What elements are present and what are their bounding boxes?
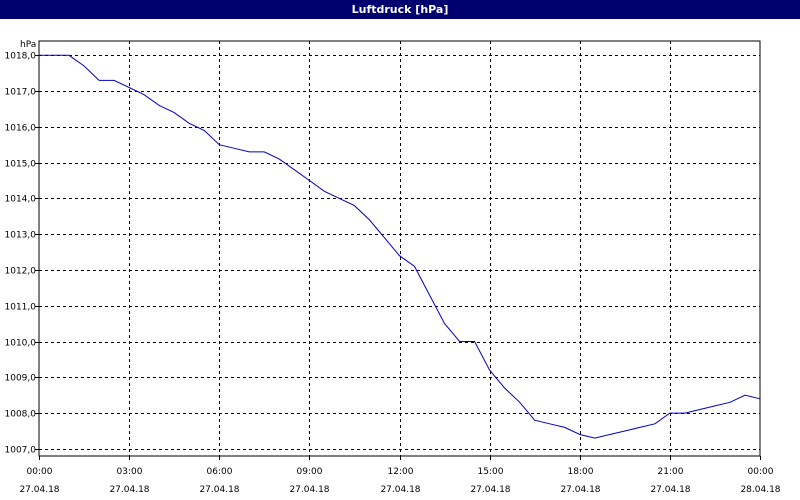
chart-area: hPa 1018,0 1017,0 1016,0 1015,0 1014,0 1013,0… <box>5 40 781 495</box>
x-tick-time-label: 12:00 <box>388 467 414 477</box>
x-tick-date-label: 27.04.18 <box>19 485 59 495</box>
chart-title: Luftdruck [hPa] <box>0 0 800 19</box>
y-tick-label: 1015,0 <box>5 160 37 170</box>
y-tick-label: 1007,0 <box>5 446 37 456</box>
series-layer <box>39 54 761 439</box>
x-tick-time-label: 00:00 <box>748 467 774 477</box>
x-tick-time-label: 15:00 <box>478 467 504 477</box>
x-tick-date-label: 27.04.18 <box>650 485 690 495</box>
y-tick-label: 1017,0 <box>5 88 37 98</box>
x-tick-date-label: 27.04.18 <box>560 485 600 495</box>
y-tick-label: 1012,0 <box>5 267 37 277</box>
y-tick-label: 1009,0 <box>5 374 37 384</box>
y-axis-tick-labels: 1018,0 1017,0 1016,0 1015,0 1014,0 1013,0 1012… <box>5 52 37 456</box>
y-tick-label: 1013,0 <box>5 231 37 241</box>
x-tick-date-label: 27.04.18 <box>380 485 420 495</box>
pressure-series-line <box>39 54 761 439</box>
x-tick-date-label: 27.04.18 <box>199 485 239 495</box>
y-tick-label: 1011,0 <box>5 303 37 313</box>
x-tick-date-label: 27.04.18 <box>470 485 510 495</box>
y-tick-label: 1008,0 <box>5 410 37 420</box>
y-tick-label: 1014,0 <box>5 195 37 205</box>
x-tick-time-label: 21:00 <box>658 467 684 477</box>
plot-frame <box>38 40 761 457</box>
grid <box>35 41 761 460</box>
x-tick-time-label: 06:00 <box>207 467 233 477</box>
x-axis-tick-labels: 00:00 27.04.18 03:00 27.04.18 06:00 27.04.18 0… <box>19 467 780 495</box>
x-tick-time-label: 00:00 <box>27 467 53 477</box>
x-tick-date-label: 28.04.18 <box>740 485 780 495</box>
x-tick-time-label: 09:00 <box>297 467 323 477</box>
y-tick-label: 1016,0 <box>5 124 37 134</box>
x-tick-time-label: 03:00 <box>117 467 143 477</box>
x-tick-date-label: 27.04.18 <box>109 485 149 495</box>
y-tick-label: 1010,0 <box>5 339 37 349</box>
y-axis-unit-label: hPa <box>20 40 36 50</box>
x-tick-time-label: 18:00 <box>568 467 594 477</box>
y-tick-label: 1018,0 <box>5 52 37 62</box>
x-tick-date-label: 27.04.18 <box>289 485 329 495</box>
